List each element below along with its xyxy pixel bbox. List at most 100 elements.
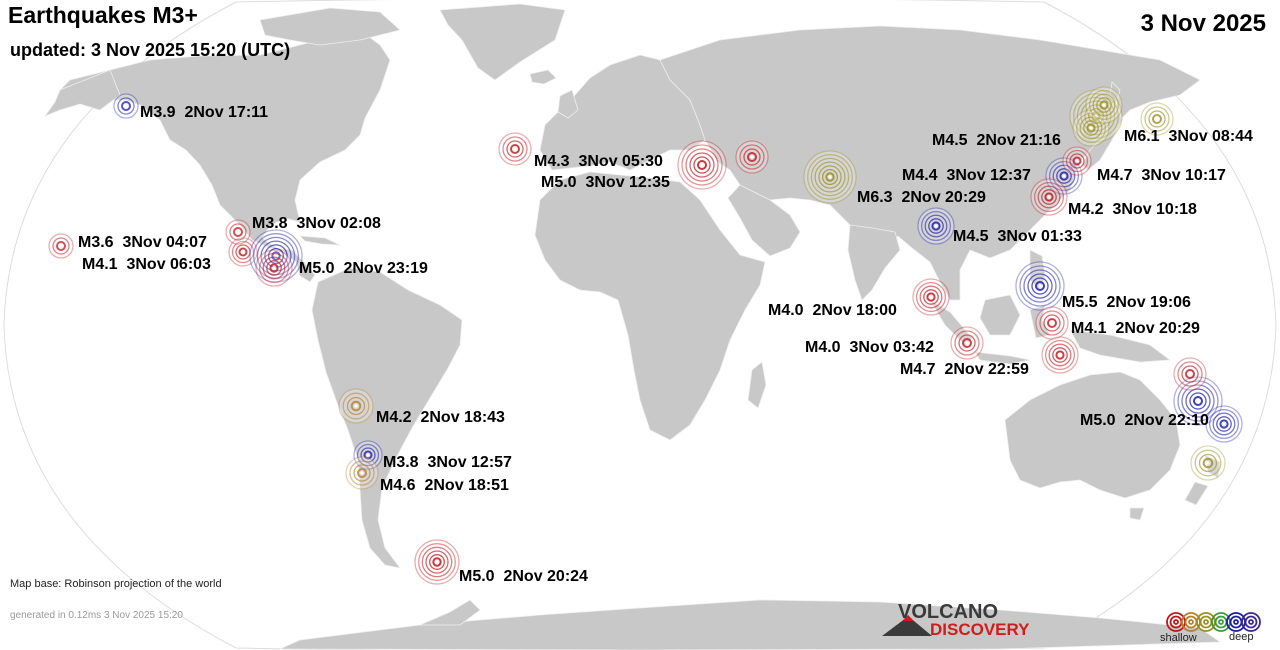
- quake-ring: [510, 144, 520, 154]
- quake-marker[interactable]: [338, 388, 374, 424]
- quake-label[interactable]: M4.4 3Nov 12:37: [902, 167, 1031, 184]
- quake-ring: [432, 557, 442, 567]
- quake-label[interactable]: M6.3 2Nov 20:29: [857, 189, 986, 206]
- quake-ring: [350, 400, 362, 412]
- quake-marker[interactable]: [48, 233, 74, 259]
- quake-marker[interactable]: [917, 207, 955, 245]
- quake-ring: [915, 281, 947, 313]
- quake-marker-unlabeled[interactable]: [1190, 445, 1226, 481]
- quake-marker[interactable]: [803, 150, 857, 204]
- quake-epicenter-dot: [828, 175, 832, 179]
- quake-ring: [807, 154, 853, 200]
- quake-marker[interactable]: [1069, 89, 1123, 143]
- quake-ring: [231, 240, 255, 264]
- quake-epicenter-dot: [1062, 174, 1066, 178]
- quake-marker[interactable]: [345, 456, 379, 490]
- quake-label[interactable]: M5.0 2Nov 23:19: [299, 260, 428, 277]
- quake-ring: [502, 136, 528, 162]
- quake-ring: [1219, 419, 1229, 429]
- quake-epicenter-dot: [929, 295, 933, 299]
- quake-label[interactable]: M4.1 3Nov 06:03: [82, 256, 211, 273]
- quake-ring: [1152, 114, 1162, 124]
- quake-ring: [747, 152, 757, 162]
- quake-ring: [421, 546, 453, 578]
- land-antarctic-peninsula: [419, 599, 481, 626]
- quake-marker[interactable]: [353, 440, 383, 470]
- quake-marker[interactable]: [1015, 261, 1065, 311]
- quake-marker-unlabeled[interactable]: [1085, 86, 1123, 124]
- quake-ring: [429, 554, 445, 570]
- quake-label[interactable]: M5.0 2Nov 20:24: [459, 568, 588, 585]
- quake-label[interactable]: M3.8 3Nov 12:57: [383, 454, 512, 471]
- quake-ring: [117, 97, 135, 115]
- quake-marker[interactable]: [1030, 178, 1068, 216]
- quake-ring: [1185, 369, 1195, 379]
- quake-marker[interactable]: [1173, 376, 1223, 426]
- quake-marker[interactable]: [414, 539, 460, 585]
- quake-marker[interactable]: [1140, 102, 1174, 136]
- quake-marker-unlabeled[interactable]: [1205, 405, 1243, 443]
- legend-ring: [1244, 615, 1258, 629]
- land-australia: [1004, 371, 1181, 499]
- quake-label[interactable]: M4.6 2Nov 18:51: [380, 477, 509, 494]
- quake-label[interactable]: M4.0 2Nov 18:00: [768, 302, 897, 319]
- quake-label[interactable]: M3.6 3Nov 04:07: [78, 234, 207, 251]
- quake-epicenter-dot: [272, 266, 276, 270]
- quake-ring: [818, 165, 842, 189]
- quake-label[interactable]: M5.0 2Nov 22:10: [1080, 412, 1209, 429]
- updated-timestamp: updated: 3 Nov 2025 15:20 (UTC): [10, 40, 291, 60]
- quake-label[interactable]: M4.7 2Nov 22:59: [900, 361, 1029, 378]
- quake-label[interactable]: M3.8 3Nov 02:08: [252, 215, 381, 232]
- land-new-guinea: [1069, 329, 1172, 363]
- quake-ring: [681, 144, 723, 186]
- quake-marker[interactable]: [1062, 146, 1092, 176]
- quake-marker[interactable]: [912, 278, 950, 316]
- quake-ring: [1055, 350, 1065, 360]
- quake-ring: [1194, 449, 1222, 477]
- quake-label[interactable]: M3.9 2Nov 17:11: [140, 104, 269, 121]
- quake-label[interactable]: M5.0 3Nov 12:35: [541, 174, 670, 191]
- quake-marker[interactable]: [950, 326, 984, 360]
- quake-marker[interactable]: [113, 93, 139, 119]
- quake-marker[interactable]: [1035, 306, 1069, 340]
- volcano-discovery-logo[interactable]: VOLCANO DISCOVERY: [880, 601, 1040, 643]
- quake-ring: [958, 334, 976, 352]
- quake-ring: [689, 152, 715, 178]
- quake-label[interactable]: M4.2 2Nov 18:43: [376, 409, 505, 426]
- quake-ring: [1080, 100, 1112, 132]
- quake-ring: [1056, 168, 1072, 184]
- quake-marker-unlabeled[interactable]: [255, 249, 293, 287]
- quake-marker-unlabeled[interactable]: [735, 140, 769, 174]
- quake-ring: [356, 443, 380, 467]
- quake-marker[interactable]: [225, 219, 251, 245]
- quake-label[interactable]: M4.0 3Nov 03:42: [805, 339, 934, 356]
- quake-label[interactable]: M4.1 2Nov 20:29: [1071, 320, 1200, 337]
- legend-ring: [1199, 615, 1213, 629]
- land-south-america: [311, 267, 463, 569]
- quake-ring: [810, 157, 850, 197]
- quake-label[interactable]: M4.3 3Nov 05:30: [534, 153, 663, 170]
- quake-epicenter-dot: [360, 471, 364, 475]
- quake-label[interactable]: M5.5 2Nov 19:06: [1062, 294, 1191, 311]
- quake-marker[interactable]: [1041, 336, 1079, 374]
- quake-label[interactable]: M6.1 3Nov 08:44: [1124, 128, 1253, 145]
- quake-marker-unlabeled[interactable]: [1072, 109, 1110, 147]
- quake-epicenter-dot: [1038, 284, 1042, 288]
- quake-ring: [1083, 120, 1099, 136]
- map-title: Earthquakes M3+: [8, 2, 198, 28]
- quake-epicenter-dot: [1050, 321, 1054, 325]
- quake-marker[interactable]: [498, 132, 532, 166]
- legend-ring: [1229, 615, 1243, 629]
- quake-label[interactable]: M4.5 3Nov 01:33: [953, 228, 1082, 245]
- quake-label[interactable]: M4.7 3Nov 10:17: [1097, 167, 1226, 184]
- quake-ring: [349, 460, 375, 486]
- quake-marker[interactable]: [677, 140, 727, 190]
- quake-label[interactable]: M4.2 3Nov 10:18: [1068, 201, 1197, 218]
- quake-label[interactable]: M4.5 2Nov 21:16: [932, 132, 1061, 149]
- land-indonesia-sumatra: [929, 299, 973, 347]
- quake-ring: [1096, 97, 1112, 113]
- quake-marker-unlabeled[interactable]: [1173, 357, 1207, 391]
- quake-ring: [1148, 110, 1166, 128]
- quake-ring: [1202, 457, 1214, 469]
- quake-ring: [1047, 318, 1057, 328]
